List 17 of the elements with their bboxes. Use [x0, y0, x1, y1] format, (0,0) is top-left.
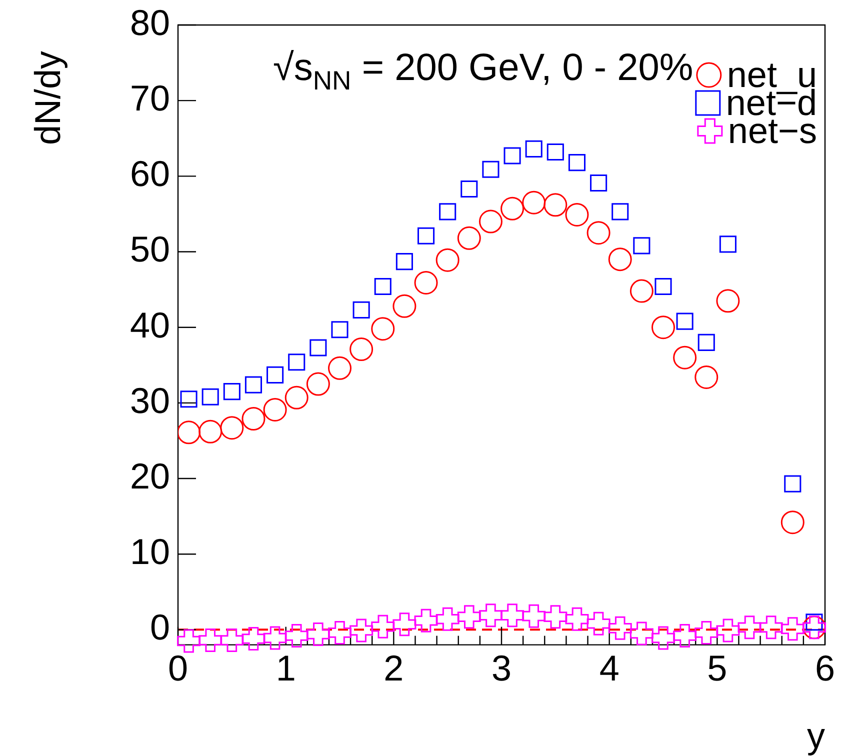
- y-tick-label: 30: [130, 380, 170, 421]
- x-tick-label: 6: [814, 647, 836, 688]
- y-tick-label: 60: [130, 153, 170, 194]
- y-tick-label: 10: [130, 531, 170, 572]
- x-tick-label: 4: [599, 647, 620, 688]
- x-tick-label: 2: [384, 647, 404, 688]
- y-tick-label: 70: [130, 78, 170, 119]
- x-tick-label: 1: [276, 647, 296, 688]
- y-tick-label: 20: [130, 455, 170, 496]
- x-axis-title: y: [807, 715, 825, 756]
- y-tick-label: 80: [130, 2, 170, 43]
- y-tick-label: 50: [130, 228, 170, 270]
- y-tick-label: 40: [130, 304, 170, 346]
- x-tick-label: 3: [491, 647, 512, 688]
- y-axis-title: dN/dy: [27, 50, 68, 145]
- y-tick-label: 0: [150, 606, 170, 648]
- x-tick-label: 5: [707, 647, 728, 688]
